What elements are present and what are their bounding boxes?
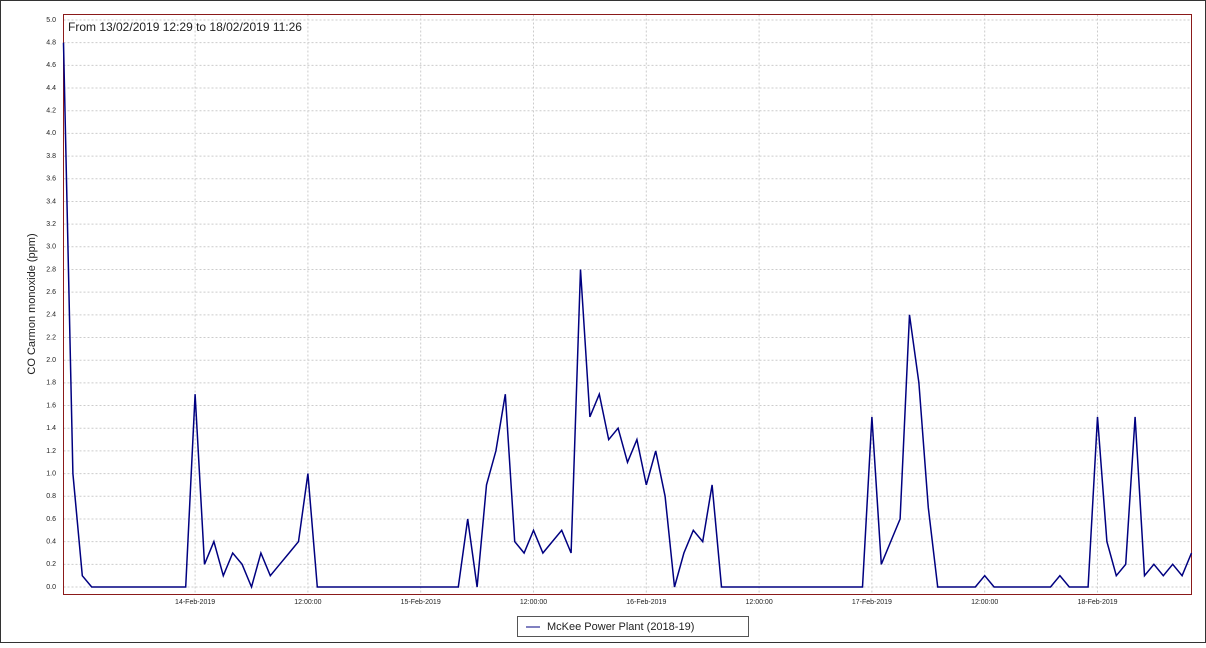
y-tick-label: 0.6	[46, 516, 56, 523]
y-tick-label: 2.0	[46, 357, 56, 364]
x-tick-label: 14-Feb-2019	[175, 599, 215, 606]
data-line	[62, 42, 1193, 590]
y-tick-label: 4.8	[46, 40, 56, 47]
y-tick-label: 1.6	[46, 402, 56, 409]
y-tick-label: 3.2	[46, 221, 56, 228]
x-tick-label: 17-Feb-2019	[852, 599, 892, 606]
plot-frame	[63, 14, 1192, 595]
y-tick-label: 5.0	[46, 17, 56, 24]
chart-title: From 13/02/2019 12:29 to 18/02/2019 11:2…	[68, 20, 302, 34]
y-tick-label: 4.4	[46, 85, 56, 92]
legend-label: McKee Power Plant (2018-19)	[547, 621, 694, 633]
y-tick-label: 3.0	[46, 244, 56, 251]
y-tick-label: 1.2	[46, 448, 56, 455]
grid	[63, 14, 1192, 594]
y-axis-label: CO Carmon monoxide (ppm)	[26, 233, 38, 374]
y-tick-label: 2.8	[46, 266, 56, 273]
y-tick-label: 4.6	[46, 62, 56, 69]
y-tick-label: 2.2	[46, 334, 56, 341]
y-tick-label: 4.0	[46, 130, 56, 137]
y-tick-label: 2.6	[46, 289, 56, 296]
x-tick-label: 18-Feb-2019	[1077, 599, 1117, 606]
y-tick-label: 3.4	[46, 198, 56, 205]
y-tick-label: 1.4	[46, 425, 56, 432]
y-tick-label: 0.2	[46, 561, 56, 568]
y-tick-label: 0.4	[46, 538, 56, 545]
y-tick-label: 4.2	[46, 108, 56, 115]
y-tick-label: 0.8	[46, 493, 56, 500]
y-tick-label: 0.0	[46, 584, 56, 591]
x-tick-label: 12:00:00	[294, 599, 321, 606]
y-tick-label: 3.6	[46, 176, 56, 183]
legend-box	[517, 616, 749, 637]
x-tick-label: 12:00:00	[520, 599, 547, 606]
y-tick-label: 2.4	[46, 312, 56, 319]
y-tick-label: 1.0	[46, 470, 56, 477]
x-tick-label: 16-Feb-2019	[626, 599, 666, 606]
x-tick-label: 15-Feb-2019	[401, 599, 441, 606]
x-tick-label: 12:00:00	[971, 599, 998, 606]
y-tick-label: 3.8	[46, 153, 56, 160]
y-tick-label: 1.8	[46, 380, 56, 387]
x-tick-label: 12:00:00	[745, 599, 772, 606]
